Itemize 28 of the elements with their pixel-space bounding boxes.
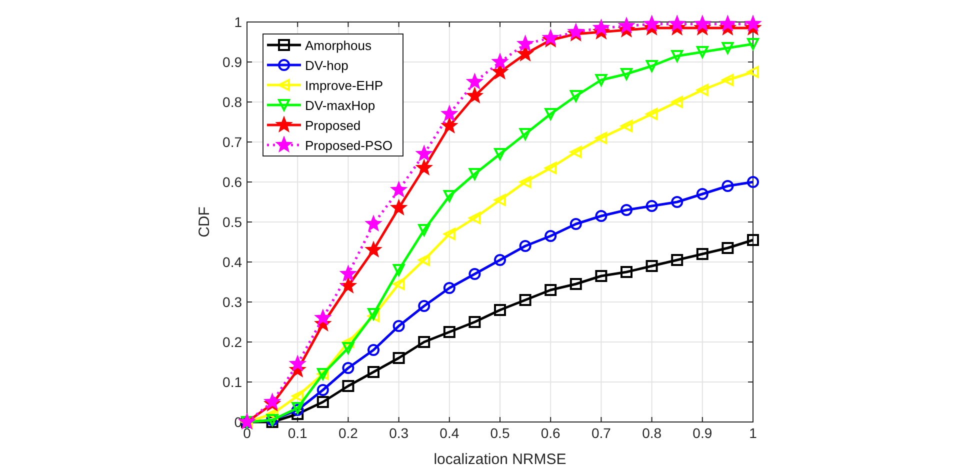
x-tick-label: 0.1 (288, 425, 308, 441)
y-axis-title: CDF (196, 206, 213, 238)
x-tick-label: 0.2 (338, 425, 358, 441)
y-tick-label: 0.5 (222, 214, 242, 230)
y-tick-label: 0.1 (222, 374, 242, 390)
x-tick-label: 0.7 (591, 425, 612, 441)
x-axis-title: localization NRMSE (434, 451, 566, 468)
y-tick-label: 0.6 (222, 174, 242, 190)
x-tick-label: 1 (749, 425, 758, 441)
legend-label: Improve-EHP (305, 78, 384, 93)
legend-label: Amorphous (305, 38, 372, 53)
legend-label: Proposed (305, 118, 361, 133)
legend-label: DV-hop (305, 58, 348, 73)
x-tick-label: 0.3 (389, 425, 409, 441)
y-tick-label: 0.3 (222, 294, 242, 310)
legend-label: Proposed-PSO (305, 138, 392, 153)
y-tick-label: 0.2 (222, 334, 242, 350)
legend-label: DV-maxHop (305, 98, 376, 113)
x-tick-label: 0.5 (490, 425, 510, 441)
x-tick-label: 0.6 (540, 425, 561, 441)
y-tick-label: 1 (234, 14, 242, 30)
y-tick-label: 0.8 (222, 94, 242, 110)
y-tick-label: 0.4 (222, 254, 242, 270)
x-tick-label: 0.4 (440, 425, 460, 441)
y-tick-label: 0.9 (222, 54, 242, 70)
x-tick-label: 0.9 (692, 425, 712, 441)
x-tick-label: 0.8 (642, 425, 662, 441)
y-tick-label: 0.7 (222, 134, 242, 150)
